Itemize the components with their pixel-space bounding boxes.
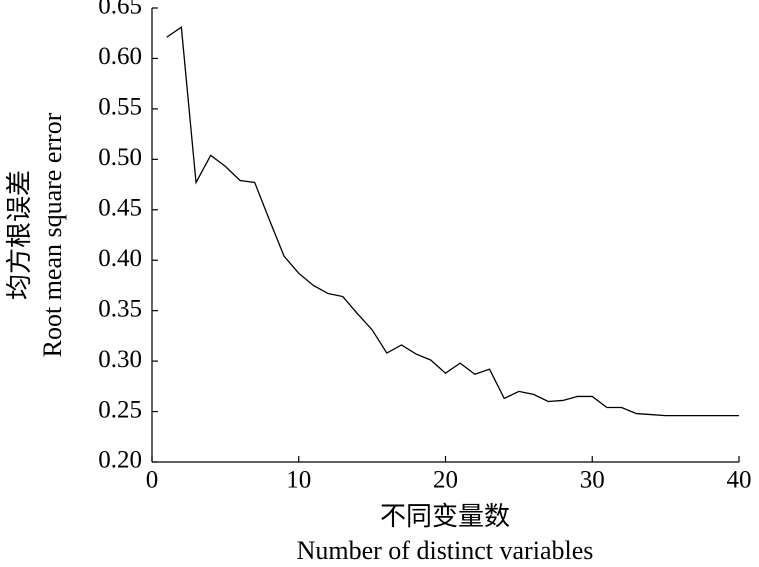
y-tick-label: 0.35	[98, 295, 142, 322]
y-tick-label: 0.20	[98, 447, 142, 474]
y-axis-label: 均方根误差	[5, 170, 34, 300]
y-tick-label: 0.55	[98, 94, 142, 121]
y-tick-label: 0.25	[98, 396, 142, 423]
y-tick-label: 0.60	[98, 43, 142, 70]
line-series	[166, 26, 739, 417]
x-tick-label: 0	[146, 467, 159, 494]
x-axis-label-en: Number of distinct variables	[297, 536, 594, 565]
x-tick-label: 40	[727, 467, 752, 494]
y-tick-label: 0.45	[98, 195, 142, 222]
y-axis-label-en: Root mean square error	[38, 112, 67, 357]
x-tick-label: 20	[433, 467, 458, 494]
y-tick-label: 0.30	[98, 346, 142, 373]
x-axis-label: 不同变量数	[380, 502, 510, 531]
x-tick-label: 30	[580, 467, 605, 494]
y-tick-label: 0.40	[98, 245, 142, 272]
x-tick-label: 10	[286, 467, 311, 494]
y-tick-label: 0.50	[98, 144, 142, 171]
y-tick-label: 0.65	[98, 0, 142, 20]
